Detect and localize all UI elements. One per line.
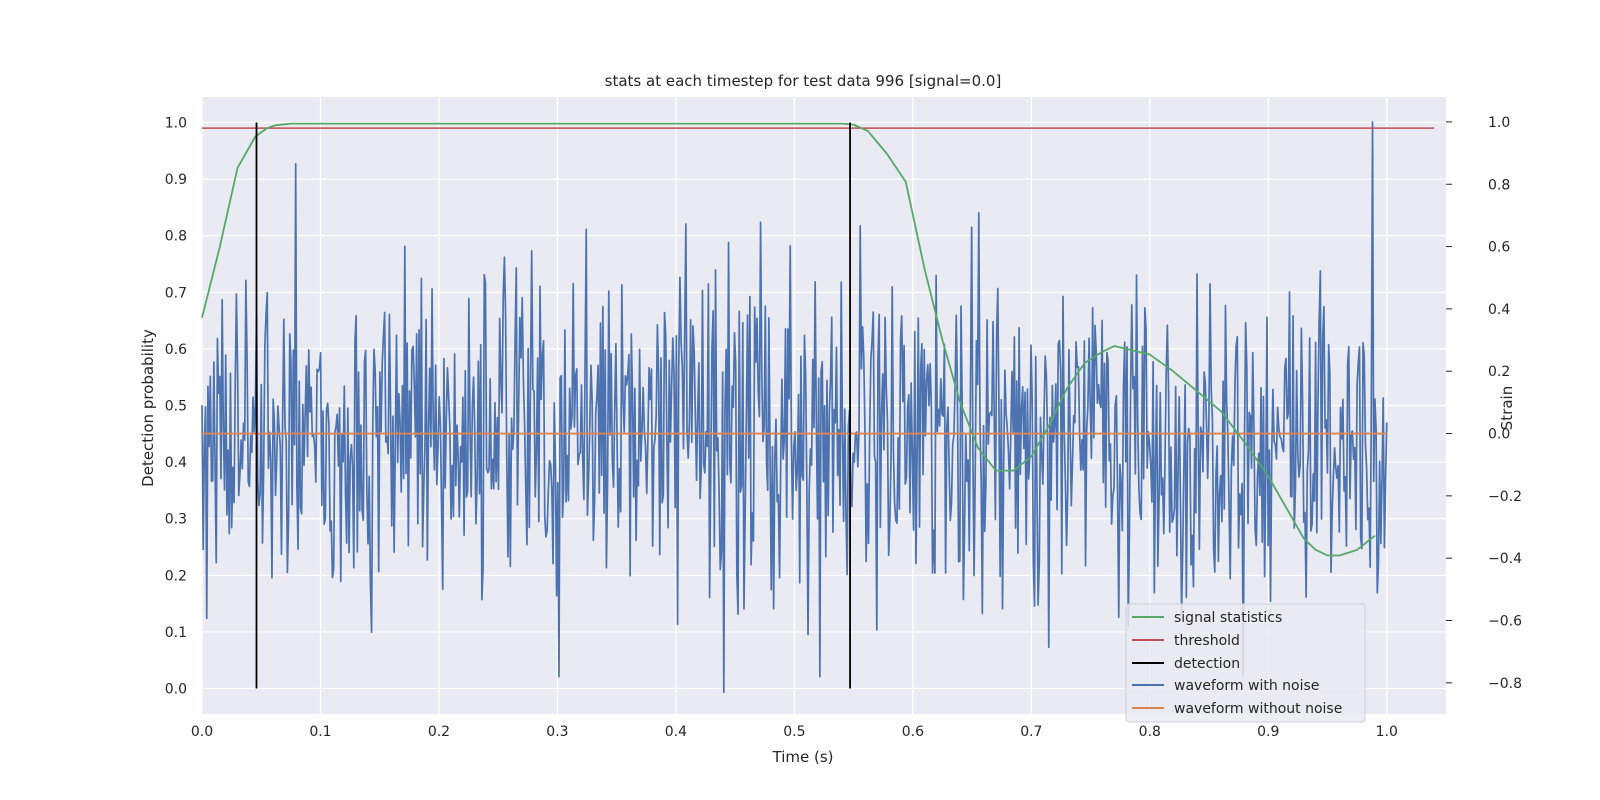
y-right-tick-label: −0.8 — [1488, 676, 1522, 692]
legend-label-detection: detection — [1174, 656, 1240, 672]
legend-label-waveform-with-noise: waveform with noise — [1174, 678, 1319, 694]
y-left-tick-label: 0.1 — [165, 625, 187, 641]
x-tick-label: 0.4 — [665, 724, 687, 740]
ticks: 0.0 0.1 0.2 0.3 0.4 0.5 0.6 0.7 0.8 0.9 1.0 0.0 0.1 0… — [165, 115, 1522, 740]
y-left-tick-label: 0.0 — [165, 682, 187, 698]
x-tick-label: 0.6 — [902, 724, 924, 740]
y-axis-left-label: Detection probability — [139, 329, 157, 487]
y-left-tick-label: 0.9 — [165, 172, 187, 188]
y-left-tick-label: 0.6 — [165, 342, 187, 358]
y-right-tick-label: −0.4 — [1488, 551, 1522, 567]
y-left-tick-label: 1.0 — [165, 115, 187, 131]
x-tick-label: 0.5 — [783, 724, 805, 740]
series — [201, 121, 1435, 694]
x-tick-label: 0.9 — [1257, 724, 1279, 740]
legend-label-threshold: threshold — [1174, 633, 1240, 649]
legend: signal statistics threshold detection wa… — [1125, 603, 1366, 723]
y-left-tick-label: 0.4 — [165, 455, 187, 471]
x-tick-label: 0.2 — [428, 724, 450, 740]
y-axis-right-label: Strain — [1498, 386, 1516, 430]
x-axis-label: Time (s) — [772, 748, 834, 766]
legend-label-waveform-without-noise: waveform without noise — [1174, 701, 1342, 717]
y-right-tick-label: 0.2 — [1488, 364, 1510, 380]
x-tick-label: 0.0 — [191, 724, 213, 740]
x-tick-label: 1.0 — [1376, 724, 1398, 740]
waveform-with-noise-line — [201, 121, 1388, 694]
y-right-tick-label: 0.0 — [1488, 427, 1510, 443]
y-right-tick-label: 0.4 — [1488, 302, 1510, 318]
signal-statistics-line — [201, 122, 1376, 557]
legend-box — [1125, 603, 1366, 723]
legend-label-signal-statistics: signal statistics — [1174, 610, 1282, 626]
y-left-tick-label: 0.3 — [165, 512, 187, 528]
chart-title: stats at each timestep for test data 996… — [605, 72, 1002, 90]
y-right-tick-label: 1.0 — [1488, 115, 1510, 131]
y-left-tick-label: 0.8 — [165, 229, 187, 245]
y-left-tick-label: 0.2 — [165, 568, 187, 584]
y-right-tick-label: −0.6 — [1488, 614, 1522, 630]
y-right-tick-label: 0.8 — [1488, 177, 1510, 193]
x-tick-label: 0.3 — [546, 724, 568, 740]
y-right-tick-label: 0.6 — [1488, 240, 1510, 256]
x-tick-label: 0.8 — [1139, 724, 1161, 740]
y-right-tick-label: −0.2 — [1488, 489, 1522, 505]
x-tick-label: 0.7 — [1020, 724, 1042, 740]
y-left-tick-label: 0.7 — [165, 285, 187, 301]
y-left-tick-label: 0.5 — [165, 399, 187, 415]
x-tick-label: 0.1 — [309, 724, 331, 740]
